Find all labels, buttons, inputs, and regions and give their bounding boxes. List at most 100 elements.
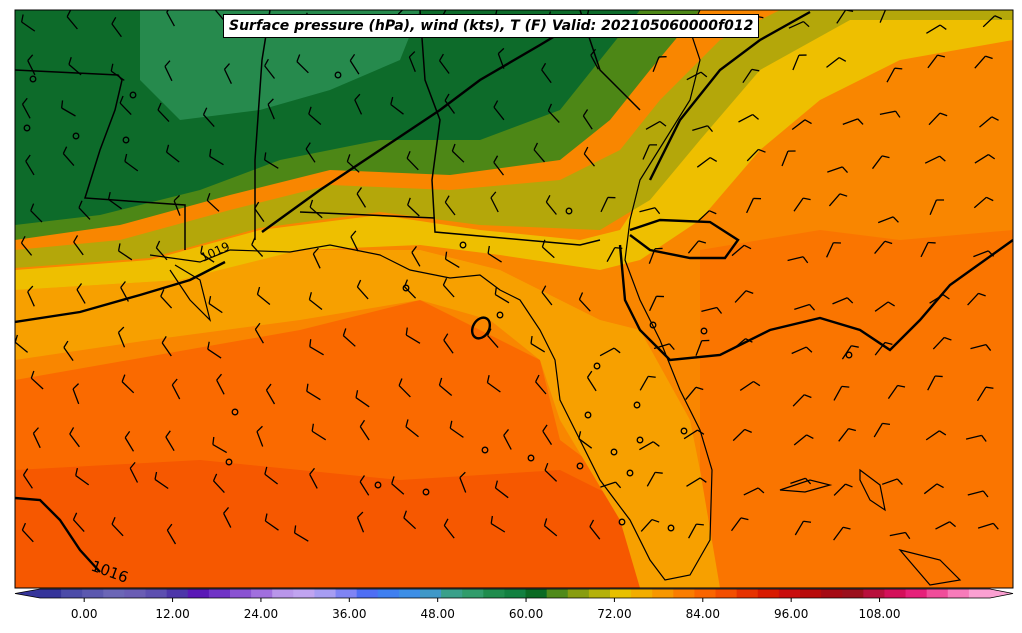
colorbar-tick-label: 0.00	[70, 607, 98, 621]
colorbar-segment	[335, 589, 358, 598]
wind-barb	[832, 297, 854, 305]
temperature-band-66	[15, 10, 1013, 290]
wind-barb	[32, 427, 41, 449]
calm-marker	[334, 71, 342, 79]
colorbar-tick-label: 36.00	[332, 607, 367, 621]
wind-barb	[212, 473, 225, 494]
wind-barb	[685, 386, 704, 401]
isobars	[15, 10, 1013, 573]
wind-barb	[606, 247, 623, 263]
wind-barb	[119, 95, 132, 116]
colorbar-segment	[631, 589, 653, 598]
wind-barb	[793, 197, 811, 212]
wind-barb	[542, 424, 553, 445]
wind-barb	[444, 93, 456, 114]
wind-barb	[403, 510, 417, 530]
wind-barb	[639, 375, 656, 391]
wind-barb	[493, 100, 505, 121]
wind-barb	[487, 328, 499, 349]
wind-barb	[692, 125, 714, 133]
wind-barb	[642, 144, 658, 160]
colorbar-tick-label: 12.00	[155, 607, 190, 621]
calm-marker	[680, 427, 688, 435]
wind-barb	[256, 425, 264, 447]
wind-barb	[121, 374, 135, 394]
calm-wind-markers	[23, 71, 853, 532]
wind-barb	[547, 103, 560, 123]
wind-barb	[935, 521, 957, 530]
colorbar-segment	[800, 589, 822, 598]
colorbar-segment	[736, 589, 759, 598]
wind-barb	[842, 118, 864, 126]
calm-marker	[618, 518, 626, 526]
wind-barb	[530, 335, 546, 353]
calm-marker	[610, 448, 618, 456]
calm-marker	[527, 454, 535, 462]
colorbar-segment	[398, 589, 421, 598]
wind-barb	[794, 303, 816, 311]
wind-barb	[206, 193, 220, 212]
wind-barb	[350, 230, 359, 252]
wind-barb	[72, 383, 80, 405]
wind-barb	[833, 385, 850, 401]
wind-barb	[838, 427, 857, 442]
wind-barb	[309, 199, 323, 219]
wind-barb	[111, 516, 124, 537]
wind-barb	[589, 519, 601, 540]
colorbar-segment	[588, 589, 611, 598]
colorbar-segment	[715, 589, 738, 598]
wind-barbs	[15, 10, 1003, 545]
wind-barb	[973, 250, 995, 258]
calm-marker	[845, 351, 853, 359]
wind-barb	[21, 522, 34, 543]
wind-barb	[359, 475, 370, 496]
wind-barb	[72, 512, 85, 533]
calm-marker	[29, 75, 37, 83]
wind-barb	[309, 467, 318, 489]
colorbar-segment	[103, 589, 125, 598]
colorbar-segment	[272, 589, 294, 598]
wind-barb	[438, 377, 453, 396]
wind-barb	[223, 63, 232, 84]
wind-barb	[791, 119, 812, 131]
wind-barb	[977, 522, 999, 530]
colorbar-segment	[377, 589, 400, 598]
wind-barb	[649, 295, 664, 312]
wind-barb	[216, 373, 225, 395]
wind-barb	[306, 383, 321, 401]
wind-barb	[20, 14, 36, 32]
wind-barb	[208, 295, 223, 314]
temperature-band-74-east	[700, 230, 1013, 588]
isobar-line	[648, 10, 811, 181]
wind-barb	[411, 245, 421, 267]
wind-barb	[78, 200, 91, 220]
wind-barb	[166, 10, 175, 27]
wind-barb	[155, 240, 168, 261]
wind-barb	[792, 394, 812, 407]
wind-barb	[926, 24, 947, 34]
wind-barb	[544, 462, 558, 482]
wind-barb	[928, 112, 948, 126]
wind-barb	[583, 146, 596, 167]
wind-barb	[874, 341, 893, 356]
wind-barb	[923, 483, 944, 495]
wind-barb	[22, 468, 33, 489]
wind-barb	[256, 286, 271, 306]
colorbar-segment	[546, 589, 569, 598]
wind-barb	[640, 518, 660, 532]
wind-barb	[251, 237, 264, 257]
wind-barb	[730, 517, 749, 532]
wind-barb	[27, 285, 35, 307]
calm-marker	[584, 411, 592, 419]
wind-barb	[308, 292, 323, 311]
wind-barb	[459, 471, 467, 493]
wind-barb	[356, 279, 369, 300]
colorbar-segment	[420, 589, 442, 598]
temperature-band-62	[15, 10, 1013, 268]
calm-marker	[231, 408, 239, 416]
wind-barb	[967, 292, 986, 306]
wind-barb	[107, 191, 122, 210]
wind-barb	[264, 513, 279, 531]
isobar-line	[629, 218, 740, 260]
isobar-line	[618, 239, 1013, 362]
